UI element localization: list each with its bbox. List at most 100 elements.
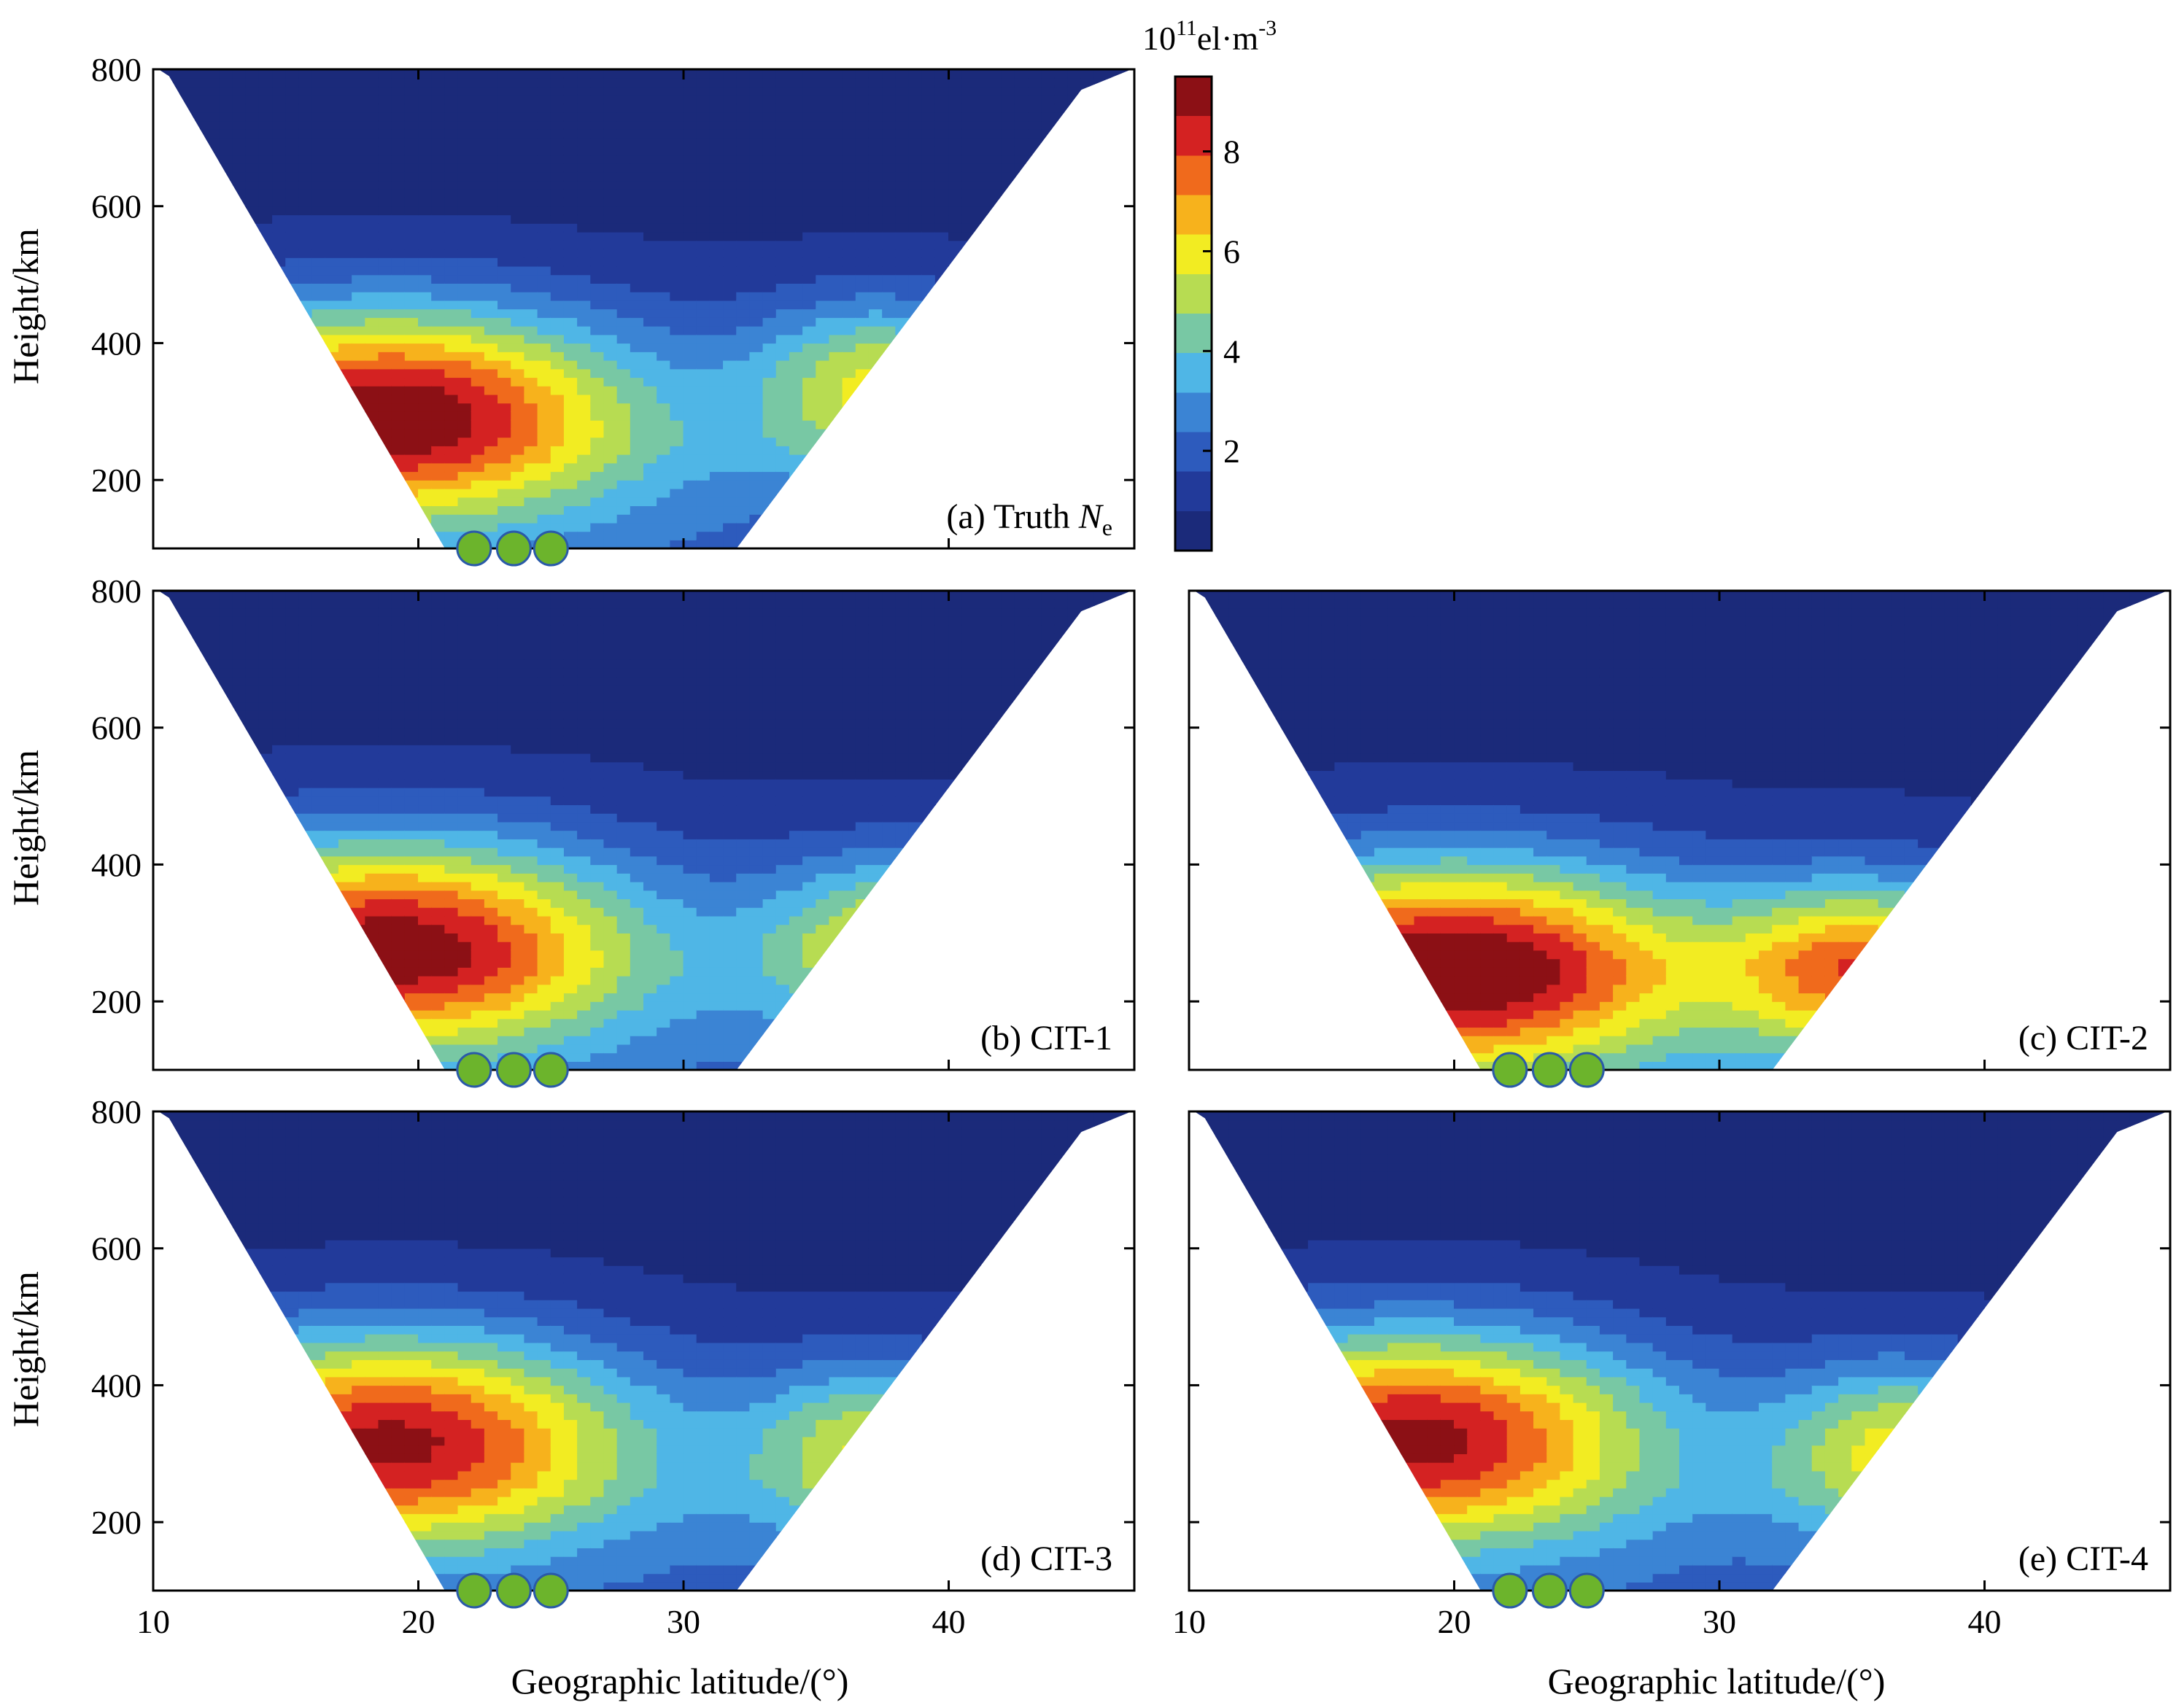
heatmap-cell: [158, 599, 167, 609]
heatmap-cell: [1028, 265, 1042, 276]
heatmap-cell: [232, 915, 247, 925]
heatmap-cell: [158, 497, 167, 507]
heatmap-cell: [272, 522, 287, 532]
heatmap-cell: [868, 171, 883, 182]
heatmap-cell: [497, 470, 512, 481]
heatmap-cell: [298, 881, 313, 891]
heatmap-cell: [1107, 231, 1122, 241]
heatmap-cell: [657, 154, 671, 164]
heatmap-cell: [1080, 188, 1096, 198]
heatmap-cell: [258, 950, 274, 960]
heatmap-cell: [616, 282, 632, 292]
heatmap-cell: [616, 470, 632, 481]
heatmap-cell: [829, 85, 843, 96]
heatmap-cell: [988, 163, 1002, 173]
station-marker: [533, 530, 569, 567]
heatmap-cell: [325, 684, 340, 694]
heatmap-cell: [431, 120, 446, 130]
heatmap-cell: [298, 428, 313, 438]
heatmap-cell: [696, 300, 711, 310]
heatmap-cell: [842, 479, 857, 489]
heatmap-cell: [431, 360, 446, 370]
heatmap-cell: [1093, 403, 1109, 412]
heatmap-cell: [921, 128, 937, 139]
heatmap-cell: [1041, 454, 1056, 464]
heatmap-cell: [816, 462, 830, 473]
heatmap-cell: [563, 488, 578, 498]
heatmap-cell: [457, 334, 472, 344]
heatmap-cell: [365, 171, 379, 182]
heatmap-cell: [550, 419, 565, 430]
heatmap-cell: [338, 120, 353, 130]
heatmap-cell: [311, 154, 326, 164]
heatmap-cell: [537, 385, 551, 395]
heatmap-cell: [1014, 197, 1029, 207]
heatmap-cell: [616, 231, 632, 241]
heatmap-cell: [166, 436, 181, 446]
heatmap-cell: [829, 112, 843, 122]
heatmap-cell: [577, 505, 592, 515]
heatmap-cell: [855, 163, 870, 173]
colorbar-tick-label: 4: [1223, 333, 1240, 370]
heatmap-cell: [245, 932, 260, 942]
heatmap-cell: [709, 308, 724, 318]
heatmap-cell: [166, 890, 181, 900]
heatmap-cell: [603, 376, 618, 387]
heatmap-cell: [709, 351, 724, 361]
heatmap-cell: [219, 744, 233, 754]
heatmap-cell: [1014, 188, 1029, 198]
heatmap-cell: [630, 497, 645, 507]
heatmap-cell: [418, 531, 433, 540]
heatmap-cell: [882, 342, 897, 352]
heatmap-cell: [643, 137, 658, 147]
heatmap-cell: [325, 334, 340, 344]
heatmap-cell: [511, 240, 525, 250]
heatmap-cell: [431, 154, 446, 164]
heatmap-cell: [630, 103, 645, 113]
heatmap-cell: [365, 137, 379, 147]
heatmap-cell: [391, 419, 406, 430]
heatmap-cell: [1080, 214, 1096, 224]
heatmap-cell: [158, 428, 167, 438]
heatmap-cell: [816, 394, 830, 404]
heatmap-cell: [657, 445, 671, 455]
heatmap-cell: [961, 360, 976, 370]
heatmap-cell: [670, 334, 684, 344]
heatmap-cell: [643, 411, 658, 421]
heatmap-cell: [365, 317, 379, 327]
heatmap-cell: [948, 317, 963, 327]
heatmap-cell: [670, 497, 684, 507]
heatmap-cell: [471, 69, 486, 79]
heatmap-cell: [232, 454, 247, 464]
heatmap-cell: [206, 958, 220, 968]
heatmap-cell: [630, 120, 645, 130]
heatmap-cell: [158, 975, 167, 985]
heatmap-cell: [616, 351, 632, 361]
heatmap-cell: [829, 419, 843, 430]
heatmap-cell: [298, 334, 313, 344]
heatmap-cell: [895, 479, 910, 489]
heatmap-cell: [338, 932, 353, 942]
heatmap-cell: [484, 240, 499, 250]
heatmap-cell: [258, 300, 274, 310]
heatmap-cell: [258, 462, 274, 473]
heatmap-cell: [630, 479, 645, 489]
heatmap-cell: [457, 282, 472, 292]
heatmap-cell: [484, 454, 499, 464]
heatmap-cell: [709, 85, 724, 96]
heatmap-cell: [193, 488, 207, 498]
heatmap-cell: [1080, 317, 1096, 327]
heatmap-cell: [842, 291, 857, 301]
heatmap-cell: [431, 479, 446, 489]
heatmap-cell: [391, 317, 406, 327]
heatmap-cell: [325, 385, 340, 395]
heatmap-cell: [1014, 385, 1029, 395]
heatmap-cell: [232, 881, 247, 891]
heatmap-cell: [391, 188, 406, 198]
heatmap-cell: [696, 470, 711, 481]
heatmap-cell: [948, 180, 963, 190]
heatmap-cell: [193, 675, 207, 686]
heatmap-cell: [272, 787, 287, 797]
heatmap-cell: [272, 1001, 287, 1011]
heatmap-cell: [311, 385, 326, 395]
